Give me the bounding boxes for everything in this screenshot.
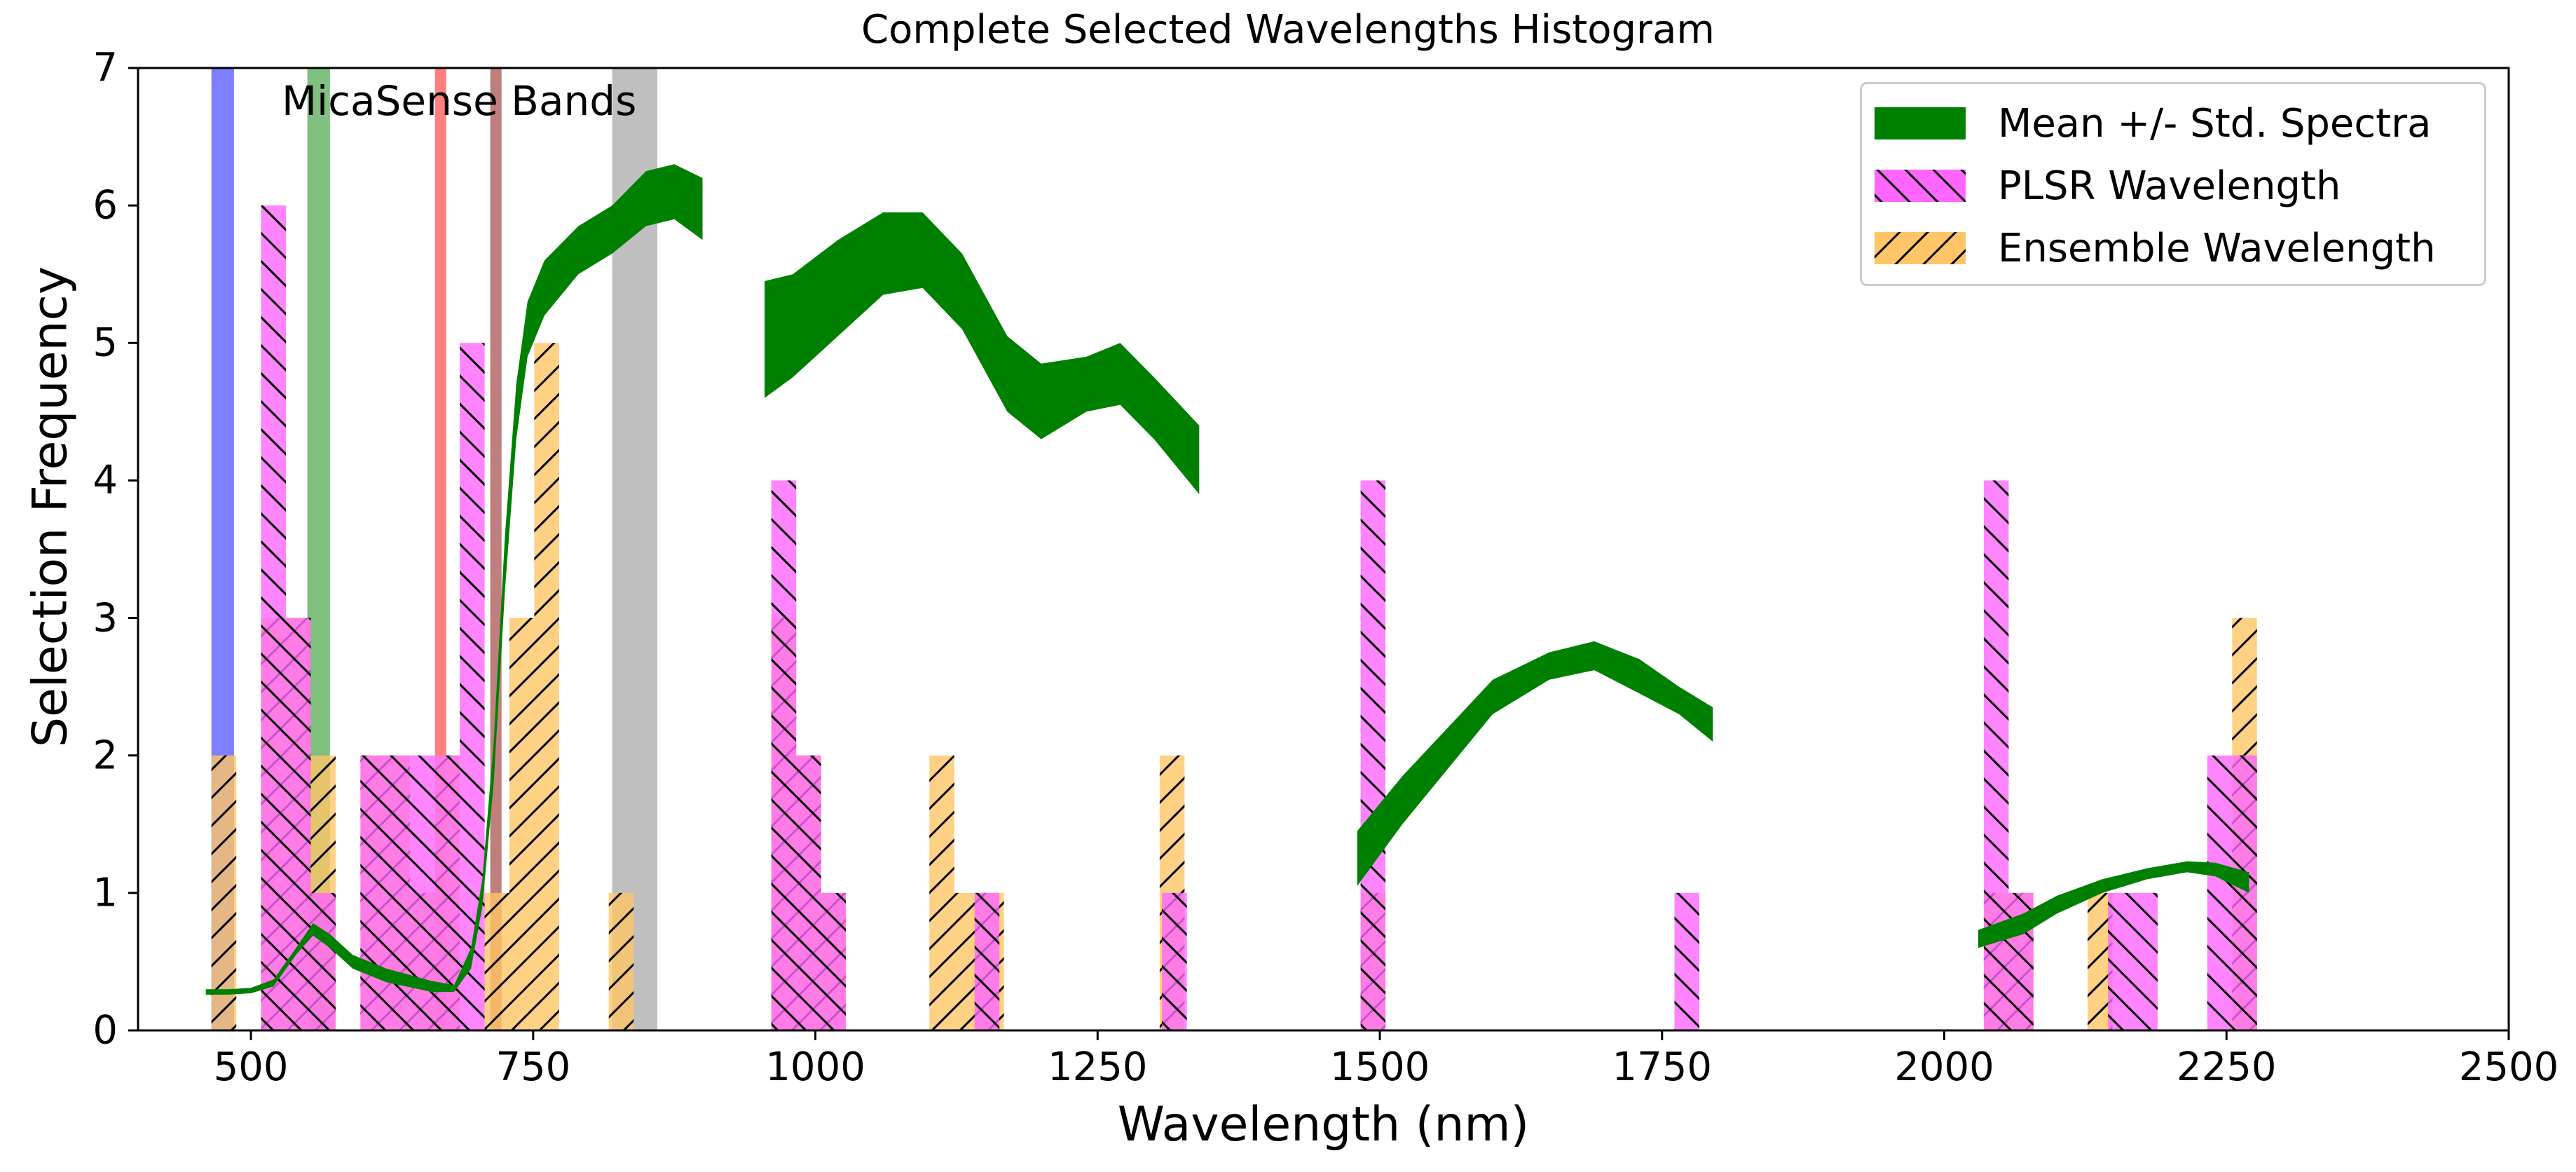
plsr-bar-15 [1674, 892, 1699, 1030]
plsr-bar-4 [360, 755, 385, 1030]
plsr-bar-12 [974, 892, 1000, 1030]
y-tick-label-6: 6 [93, 182, 118, 229]
ensemble-bar-hatch-12 [608, 892, 634, 1030]
spectra-band-segment-1 [765, 212, 1200, 494]
ensemble-bar-12 [608, 892, 634, 1030]
plsr-bar-21 [2232, 755, 2257, 1030]
plsr-bar-1 [286, 618, 311, 1030]
spectra-band-segment-2 [1357, 641, 1713, 886]
ensemble-bar-10 [509, 618, 535, 1030]
x-tick-label-1750: 1750 [1612, 1044, 1713, 1090]
legend: Mean +/- Std. Spectra PLSR Wavelength En… [1860, 82, 2486, 286]
plsr-bar-hatch-21 [2232, 755, 2257, 1030]
plsr-bar-hatch-15 [1674, 892, 1699, 1030]
plsr-bar-0 [261, 205, 287, 1030]
plsr-bar-hatch-0 [261, 205, 287, 1030]
plsr-bar-18 [2108, 892, 2133, 1030]
legend-label-spectra: Mean +/- Std. Spectra [1998, 100, 2432, 146]
plsr-bar-hatch-18 [2108, 892, 2133, 1030]
ensemble-bar-0 [211, 755, 237, 1030]
plsr-bar-hatch-14 [1360, 480, 1386, 1030]
y-tick-label-3: 3 [93, 595, 118, 641]
x-tick-label-2500: 2500 [2458, 1044, 2559, 1090]
legend-swatch-plsr [1875, 170, 1966, 202]
chart-title: Complete Selected Wavelengths Histogram [861, 7, 1715, 53]
y-tick-label-4: 4 [93, 457, 118, 503]
plsr-bars-layer [261, 205, 2257, 1030]
x-tick-label-1000: 1000 [765, 1044, 865, 1090]
plsr-bar-hatch-16 [1983, 480, 2009, 1030]
plsr-bar-19 [2132, 892, 2158, 1030]
x-tick-label-1250: 1250 [1048, 1044, 1148, 1090]
x-tick-label-750: 750 [495, 1044, 571, 1090]
ensemble-bar-hatch-10 [509, 618, 535, 1030]
plsr-bar-hatch-11 [821, 892, 847, 1030]
plsr-bar-hatch-5 [385, 755, 411, 1030]
legend-label-ensemble: Ensemble Wavelength [1998, 225, 2436, 271]
plsr-bar-hatch-1 [286, 618, 311, 1030]
plsr-bar-hatch-9 [771, 480, 797, 1030]
plsr-bar-hatch-13 [1162, 892, 1187, 1030]
plsr-bar-2 [310, 892, 336, 1030]
plot-frame [137, 67, 2510, 1032]
ensemble-bars-layer [211, 343, 2257, 1030]
plsr-bar-20 [2207, 755, 2233, 1030]
y-tick-label-0: 0 [93, 1007, 118, 1054]
spectra-band-layer [205, 164, 2249, 995]
ensemble-bar-hatch-16 [929, 755, 954, 1030]
plsr-bar-hatch-20 [2207, 755, 2233, 1030]
y-tick-label-7: 7 [93, 45, 118, 91]
ensemble-bar-hatch-11 [534, 343, 559, 1030]
x-tick-label-1500: 1500 [1329, 1044, 1430, 1090]
x-axis-label: Wavelength (nm) [1117, 1097, 1530, 1152]
legend-item-plsr: PLSR Wavelength [1875, 163, 2341, 209]
plsr-bar-10 [796, 755, 821, 1030]
plsr-bar-hatch-10 [796, 755, 821, 1030]
ensemble-bar-9 [484, 892, 510, 1030]
ensemble-bar-hatch-0 [211, 755, 237, 1030]
plsr-bar-5 [385, 755, 411, 1030]
plsr-bar-hatch-12 [974, 892, 1000, 1030]
legend-swatch-ensemble [1875, 232, 1966, 264]
ensemble-bar-11 [534, 343, 559, 1030]
ensemble-bar-16 [929, 755, 954, 1030]
plsr-bar-8 [460, 343, 485, 1030]
legend-label-plsr: PLSR Wavelength [1998, 163, 2341, 209]
plsr-bar-11 [821, 892, 847, 1030]
plsr-bar-13 [1162, 892, 1187, 1030]
micasense-bands-layer [211, 68, 658, 1030]
micasense-bands-label: MicaSense Bands [282, 77, 637, 125]
legend-item-ensemble: Ensemble Wavelength [1875, 225, 2436, 271]
plsr-bar-hatch-8 [460, 343, 485, 1030]
x-tick-label-500: 500 [213, 1044, 289, 1090]
plsr-bar-hatch-2 [310, 892, 336, 1030]
plsr-bar-14 [1360, 480, 1386, 1030]
y-tick-label-5: 5 [93, 320, 118, 366]
plsr-bar-9 [771, 480, 797, 1030]
x-tick-label-2250: 2250 [2176, 1044, 2277, 1090]
x-tick-label-2000: 2000 [1894, 1044, 1994, 1090]
y-tick-label-1: 1 [93, 870, 118, 916]
y-tick-label-2: 2 [93, 732, 118, 779]
plsr-bar-hatch-19 [2132, 892, 2158, 1030]
plsr-bar-hatch-4 [360, 755, 385, 1030]
legend-swatch-spectra [1875, 107, 1966, 139]
tick-marks-layer [128, 67, 2510, 1040]
spectra-band-segment-3 [1978, 861, 2249, 948]
plsr-bar-16 [1983, 480, 2009, 1030]
ensemble-bar-hatch-9 [484, 892, 510, 1030]
legend-item-spectra: Mean +/- Std. Spectra [1875, 100, 2432, 146]
micasense-band-3 [490, 68, 502, 1030]
